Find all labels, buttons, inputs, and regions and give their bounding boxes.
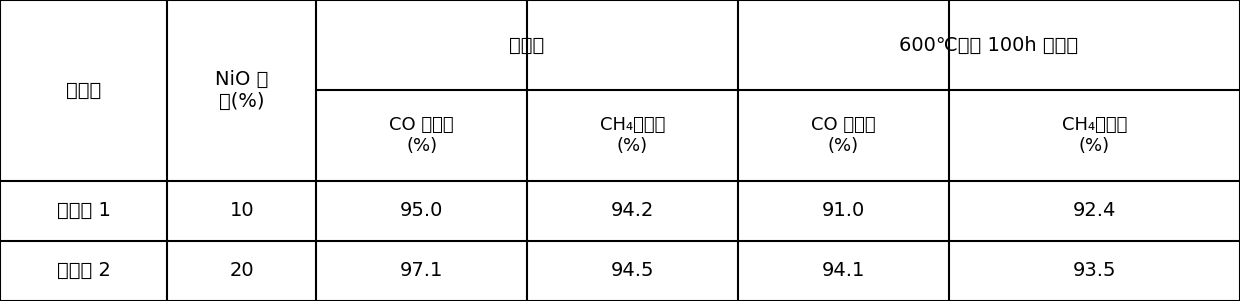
Text: CH₄选择性
(%): CH₄选择性 (%) (600, 116, 665, 155)
Text: 初活性: 初活性 (510, 36, 544, 55)
Text: 10: 10 (229, 201, 254, 220)
Text: 95.0: 95.0 (401, 201, 443, 220)
Text: 实施例 2: 实施例 2 (57, 261, 110, 281)
Text: 93.5: 93.5 (1073, 261, 1116, 281)
Text: 92.4: 92.4 (1073, 201, 1116, 220)
Text: 600℃耐热 100h 后活性: 600℃耐热 100h 后活性 (899, 36, 1079, 55)
Text: 20: 20 (229, 261, 254, 281)
Text: CO 转化率
(%): CO 转化率 (%) (811, 116, 875, 155)
Text: 91.0: 91.0 (822, 201, 864, 220)
Text: 97.1: 97.1 (401, 261, 443, 281)
Text: 实施例 1: 实施例 1 (57, 201, 110, 220)
Text: 94.1: 94.1 (822, 261, 864, 281)
Text: NiO 含
量(%): NiO 含 量(%) (215, 70, 269, 111)
Text: CO 转化率
(%): CO 转化率 (%) (389, 116, 454, 155)
Text: CH₄选择性
(%): CH₄选择性 (%) (1061, 116, 1127, 155)
Text: 样品号: 样品号 (66, 81, 102, 100)
Text: 94.2: 94.2 (611, 201, 653, 220)
Text: 94.5: 94.5 (610, 261, 655, 281)
